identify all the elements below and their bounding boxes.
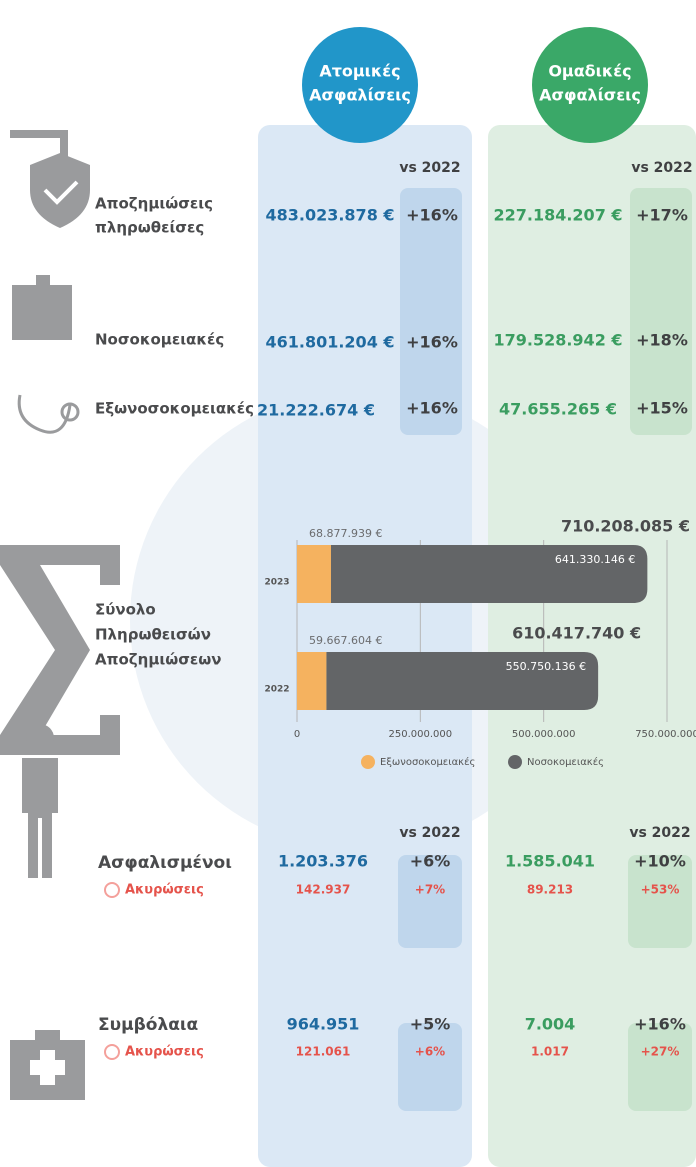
vs-label: vs 2022: [399, 825, 460, 841]
data-label: 641.330.146 €: [555, 553, 635, 566]
row-label: Εξωνοσοκομειακές: [95, 400, 254, 418]
row-label: Ασφαλισμένοι: [98, 853, 232, 873]
vs-label: vs 2022: [399, 160, 460, 176]
cancel: 1.017: [531, 1045, 569, 1059]
value: 21.222.674 €: [257, 401, 375, 420]
change: +16%: [406, 333, 458, 352]
value: 483.023.878 €: [265, 206, 394, 225]
change: +15%: [636, 399, 688, 418]
bar-segment: [297, 545, 331, 603]
total-label: 710.208.085 €: [561, 517, 690, 536]
cancel-label: Ακυρώσεις: [125, 883, 204, 898]
section-label: Σύνολο: [95, 601, 156, 619]
vs-label: vs 2022: [629, 825, 690, 841]
cancel-label: Ακυρώσεις: [125, 1045, 204, 1060]
cancel-change: +6%: [415, 1045, 445, 1059]
section-label: Πληρωθεισών: [95, 626, 211, 644]
change: +16%: [406, 399, 458, 418]
value: 227.184.207 €: [493, 206, 622, 225]
vs-label: vs 2022: [631, 160, 692, 176]
value: 7.004: [525, 1015, 576, 1034]
change: +6%: [410, 852, 451, 871]
value: 461.801.204 €: [265, 333, 394, 352]
data-label: 68.877.939 €: [309, 527, 382, 540]
category-label: 2023: [264, 578, 289, 588]
change: +17%: [636, 206, 688, 225]
category-label: 2022: [264, 685, 289, 695]
legend-swatch: [508, 755, 522, 769]
x-tick-label: 500.000.000: [512, 729, 576, 740]
cancel: 142.937: [296, 883, 351, 897]
data-label: 550.750.136 €: [506, 660, 586, 673]
change: +16%: [406, 206, 458, 225]
value: 1.585.041: [505, 852, 595, 871]
cancel: 89.213: [527, 883, 573, 897]
data-label: 59.667.604 €: [309, 634, 382, 647]
change: +5%: [410, 1015, 451, 1034]
cancel-change: +53%: [641, 883, 680, 897]
change: +16%: [634, 1015, 686, 1034]
cancel-change: +27%: [641, 1045, 680, 1059]
total-label: 610.417.740 €: [512, 624, 641, 643]
change: +18%: [636, 331, 688, 350]
value: 47.655.265 €: [499, 400, 617, 419]
x-tick-label: 750.000.000: [635, 729, 696, 740]
value: 964.951: [287, 1015, 360, 1034]
row-label: Αποζημιώσεις: [95, 195, 213, 213]
column-title: Ατομικές: [319, 62, 400, 81]
legend-label: Εξωνοσοκομειακές: [380, 756, 475, 768]
value: 1.203.376: [278, 852, 368, 871]
cancel: 121.061: [296, 1045, 351, 1059]
x-tick-label: 250.000.000: [389, 729, 453, 740]
column-title: Ομαδικές: [548, 62, 631, 81]
cancel-change: +7%: [415, 883, 445, 897]
infographic: Ατομικές Ασφαλίσεις Ομαδικές Ασφαλίσεις …: [0, 0, 696, 1167]
x-tick-label: 0: [294, 729, 300, 740]
bar-segment: [297, 652, 326, 710]
section-label: Αποζημιώσεων: [95, 651, 222, 669]
legend-label: Νοσοκομειακές: [527, 756, 604, 768]
row-label: Νοσοκομειακές: [95, 331, 224, 349]
change: +10%: [634, 852, 686, 871]
row-label: πληρωθείσες: [95, 219, 204, 237]
row-label: Συμβόλαια: [98, 1015, 198, 1035]
legend-swatch: [361, 755, 375, 769]
value: 179.528.942 €: [493, 331, 622, 350]
column-title: Ασφαλίσεις: [539, 86, 641, 105]
column-title: Ασφαλίσεις: [309, 86, 411, 105]
